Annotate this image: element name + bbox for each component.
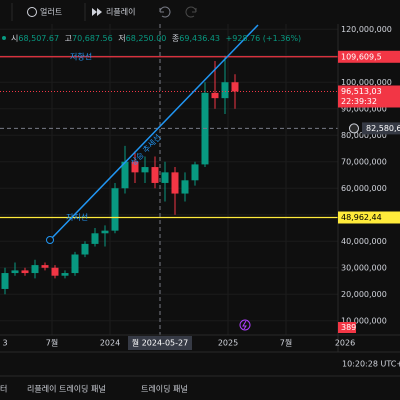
volume-label: 389 (341, 323, 356, 332)
price-tick-label: 80,000,000 (341, 131, 387, 140)
level-name: 저항선 (70, 52, 92, 61)
replay-button[interactable]: 리플레이 (92, 7, 135, 17)
candle-body (21, 270, 29, 274)
last-price-label: 96,513,03 (341, 87, 382, 96)
price-tick-label: 60,000,000 (341, 184, 387, 193)
level-price-label: 109,609,5 (341, 52, 382, 61)
candles (1, 55, 239, 295)
redo-button[interactable] (185, 6, 197, 18)
change-value: +928.76 (+1.36%) (226, 34, 302, 43)
tab[interactable]: 리플레이 트레이딩 패널 (27, 384, 106, 394)
time-tick-label: 2024 (100, 339, 120, 348)
candle-body (71, 254, 79, 274)
candle-body (91, 233, 99, 244)
high-value: 70,687.56 (72, 34, 113, 43)
level-price-box (338, 50, 400, 63)
crosshair-price-box (362, 122, 400, 135)
tab[interactable]: 터 (0, 385, 7, 394)
candle-body (181, 180, 189, 194)
close-value: 69,436.43 (179, 34, 220, 43)
time-tick-label: 7월 (280, 338, 292, 348)
candle-body (171, 172, 179, 194)
candle-body (121, 161, 129, 189)
low-label: 저 (118, 34, 125, 43)
price-tick-label: 30,000,000 (341, 263, 387, 272)
price-tick-label: 70,000,000 (341, 157, 387, 166)
candle-body (81, 243, 89, 255)
price-tick-label: 120,000,000 (341, 25, 392, 34)
candle-body (231, 82, 239, 92)
crosshair-date-box (128, 336, 192, 350)
trendline-handle[interactable] (46, 236, 54, 244)
candle-body (61, 273, 69, 276)
candle-body (11, 270, 19, 274)
price-tick-label: 20,000,000 (341, 290, 387, 299)
volume-box (338, 322, 356, 333)
vertical-grid (51, 24, 287, 335)
event-bolt (242, 320, 247, 330)
ohlc-legend: 시68,507.67 고70,687.56 저68,250.00 종69,436… (2, 34, 301, 43)
candle-body (161, 172, 169, 183)
alert-button[interactable]: 얼러트 (27, 7, 63, 17)
level-price-box (338, 211, 400, 224)
undo-button[interactable] (159, 6, 171, 18)
candle-body (1, 273, 9, 289)
tab[interactable]: 트레이딩 패널 (141, 384, 188, 394)
alert-icon (27, 7, 37, 17)
event-icon[interactable] (239, 319, 251, 331)
price-tick-label: 40,000,000 (341, 237, 387, 246)
price-tick-label: 90,000,000 (341, 104, 387, 113)
candle-body (191, 164, 199, 181)
candle-body (51, 267, 59, 276)
add-button[interactable] (349, 123, 359, 134)
open-label: 시 (11, 34, 18, 43)
candle-body (101, 230, 109, 234)
trendline[interactable] (49, 24, 259, 241)
crosshair-date-label: 월 2024-05-27 (132, 338, 188, 348)
countdown: 22:39:32 (341, 97, 377, 106)
grid (0, 28, 338, 322)
level-price-label: 48,962,44 (341, 213, 382, 222)
clock: 10:20:28 UTC+ (342, 360, 400, 369)
time-tick-label: 3 (2, 339, 7, 348)
toolbar (0, 0, 400, 24)
ohlc-text: 시68,507.67 고70,687.56 저68,250.00 종69,436… (11, 34, 301, 43)
time-tick-label: 2026 (335, 339, 355, 348)
time-tick-label: 7월 (46, 338, 58, 348)
low-value: 68,250.00 (126, 34, 167, 43)
price-tick-label: 10,000,000 (341, 316, 387, 325)
candle-body (131, 161, 139, 173)
price-axis (338, 24, 400, 335)
open-value: 68,507.67 (18, 34, 59, 43)
last-price-box (338, 85, 400, 108)
crosshair-price-label: 82,580,62 (366, 124, 400, 133)
close-label: 종 (172, 34, 179, 43)
replay-icon (92, 8, 102, 16)
candle-body (31, 265, 39, 274)
time-tick-label: 2025 (218, 339, 238, 348)
candle-body (151, 167, 159, 183)
candle-body (211, 92, 219, 99)
level-name: 지지선 (66, 213, 88, 222)
replay-label: 리플레이 (106, 7, 135, 17)
alert-label: 얼러트 (40, 7, 62, 17)
status-dot (2, 36, 6, 40)
candle-body (111, 188, 119, 231)
price-tick-label: 100,000,000 (341, 78, 392, 87)
time-axis-labels: 3 7월 2024 2025 7월 2026 월 2024-05-27 (2, 336, 355, 350)
high-label: 고 (65, 34, 72, 43)
candle-body (141, 167, 149, 173)
candle-body (221, 82, 229, 99)
candle-body (41, 265, 49, 268)
